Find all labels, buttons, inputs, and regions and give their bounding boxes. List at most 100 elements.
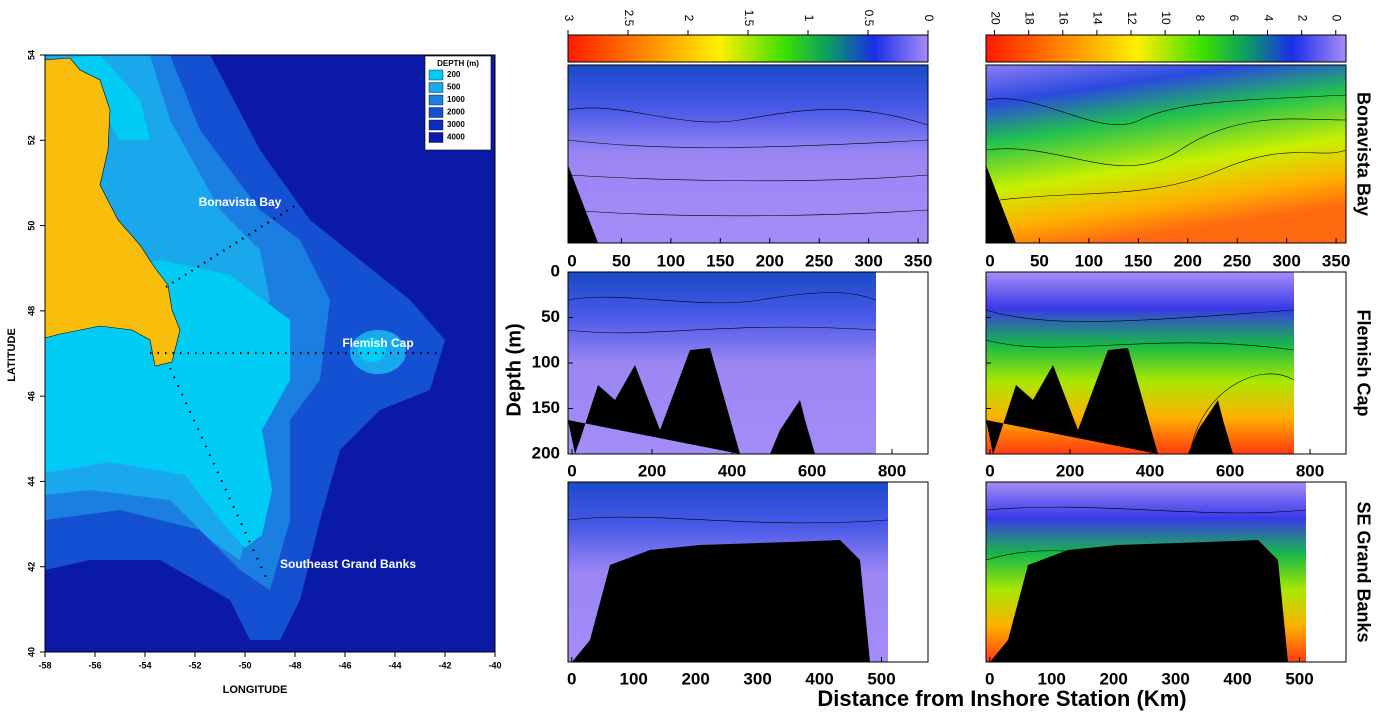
x-tick-label: 0 xyxy=(985,669,994,688)
x-tick-label: 300 xyxy=(1161,669,1189,688)
x-tick-label: 400 xyxy=(1223,669,1251,688)
row-label: SE Grand Banks xyxy=(1353,501,1373,642)
colorbar-tick-label: 4 xyxy=(1261,15,1275,22)
map-x-label: LONGITUDE xyxy=(223,684,288,696)
colorbar xyxy=(985,34,1347,63)
legend-swatch xyxy=(428,94,444,106)
x-tick-label: 200 xyxy=(681,669,709,688)
y-tick-label: 46 xyxy=(26,391,36,401)
section-field xyxy=(986,65,1346,243)
x-tick-label: 50 xyxy=(1030,251,1049,270)
colorbar-tick-label: 2 xyxy=(682,15,696,22)
colorbar-tick-label: 14 xyxy=(1091,11,1105,25)
legend-label: 1000 xyxy=(447,95,465,104)
row-label: Flemish Cap xyxy=(1353,309,1373,416)
x-tick-label: -58 xyxy=(38,660,51,670)
y-tick-label: 0 xyxy=(551,261,560,280)
legend-swatch xyxy=(428,119,444,131)
colorbar-tick-label: 12 xyxy=(1125,11,1139,25)
x-tick-label: 100 xyxy=(1037,669,1065,688)
station-line xyxy=(165,204,297,288)
legend-title: DEPTH (m) xyxy=(437,59,479,68)
legend-label: 2000 xyxy=(447,108,465,117)
x-tick-label: 400 xyxy=(718,461,746,480)
map-y-label: LATITUDE xyxy=(6,328,18,382)
x-tick-label: -54 xyxy=(138,660,151,670)
colorbar-tick-label: 18 xyxy=(1022,11,1036,25)
x-tick-label: -46 xyxy=(338,660,351,670)
legend-swatch xyxy=(428,107,444,118)
contours xyxy=(567,94,1347,561)
y-tick-label: 54 xyxy=(26,50,36,60)
legend-label: 200 xyxy=(447,70,461,79)
newfoundland xyxy=(44,57,181,367)
x-tick-label: -42 xyxy=(438,660,451,670)
map-frame xyxy=(44,54,496,653)
place-label: Bonavista Bay xyxy=(199,195,282,209)
colorbar-tick-label: 20 xyxy=(988,11,1002,25)
colorbar-tick-label: 16 xyxy=(1057,11,1071,25)
x-tick-label: 250 xyxy=(805,251,833,270)
colorbar-tick-label: 10 xyxy=(1159,11,1173,25)
legend-swatch xyxy=(428,82,444,93)
legend-swatch xyxy=(428,132,444,143)
x-tick-label: -40 xyxy=(488,660,501,670)
legend-label: 4000 xyxy=(447,133,465,142)
colorbar xyxy=(567,34,929,63)
x-tick-label: 0 xyxy=(567,251,576,270)
x-tick-label: 0 xyxy=(985,461,994,480)
colorbar-tick-label: 2 xyxy=(1295,15,1309,22)
x-tick-label: -44 xyxy=(388,660,401,670)
x-tick-label: 200 xyxy=(756,251,784,270)
colorbar-tick-label: 6 xyxy=(1227,15,1241,22)
x-tick-label: 50 xyxy=(612,251,631,270)
y-axis-label: Depth (m) xyxy=(503,323,525,416)
legend-label: 500 xyxy=(447,83,461,92)
y-tick-label: 40 xyxy=(26,647,36,657)
shelf xyxy=(45,260,290,548)
x-tick-label: 0 xyxy=(567,461,576,480)
x-tick-label: 350 xyxy=(1322,251,1350,270)
x-tick-label: 500 xyxy=(1285,669,1313,688)
map xyxy=(44,54,496,653)
row-label: Bonavista Bay xyxy=(1353,92,1373,216)
x-tick-label: 500 xyxy=(867,669,895,688)
flemish-cap-shoal xyxy=(358,338,386,362)
x-tick-label: 400 xyxy=(1136,461,1164,480)
x-tick-label: 200 xyxy=(1174,251,1202,270)
place-label: Southeast Grand Banks xyxy=(280,557,416,571)
legend-label: 3000 xyxy=(447,120,465,129)
x-tick-label: 0 xyxy=(985,251,994,270)
colorbar-tick-label: 0 xyxy=(922,15,936,22)
colorbar-tick-label: 2.5 xyxy=(622,10,636,27)
station-line xyxy=(168,367,270,583)
y-tick-label: 150 xyxy=(532,398,560,417)
y-tick-label: 100 xyxy=(532,352,560,371)
colorbar-tick-label: 0 xyxy=(1330,15,1344,22)
x-tick-label: 800 xyxy=(1296,461,1324,480)
x-axis-label: Distance from Inshore Station (Km) xyxy=(817,686,1186,711)
y-tick-label: 50 xyxy=(26,221,36,231)
x-tick-label: 300 xyxy=(1272,251,1300,270)
place-label: Flemish Cap xyxy=(342,336,413,350)
colorbar-tick-label: 8 xyxy=(1193,15,1207,22)
panel-frames xyxy=(567,64,1347,663)
x-tick-label: 0 xyxy=(567,669,576,688)
x-tick-label: -48 xyxy=(288,660,301,670)
x-tick-label: -52 xyxy=(188,660,201,670)
x-tick-label: 600 xyxy=(1216,461,1244,480)
y-tick-label: 200 xyxy=(532,443,560,462)
x-tick-label: 100 xyxy=(657,251,685,270)
x-tick-label: 200 xyxy=(1056,461,1084,480)
x-tick-label: 200 xyxy=(1099,669,1127,688)
x-tick-label: -56 xyxy=(88,660,101,670)
x-tick-label: 350 xyxy=(904,251,932,270)
colorbar-tick-label: 3 xyxy=(562,15,576,22)
colorbar-tick-label: 1 xyxy=(802,15,816,22)
x-tick-label: -50 xyxy=(238,660,251,670)
x-tick-label: 150 xyxy=(1124,251,1152,270)
x-tick-label: 250 xyxy=(1223,251,1251,270)
x-tick-label: 400 xyxy=(805,669,833,688)
x-tick-label: 200 xyxy=(638,461,666,480)
